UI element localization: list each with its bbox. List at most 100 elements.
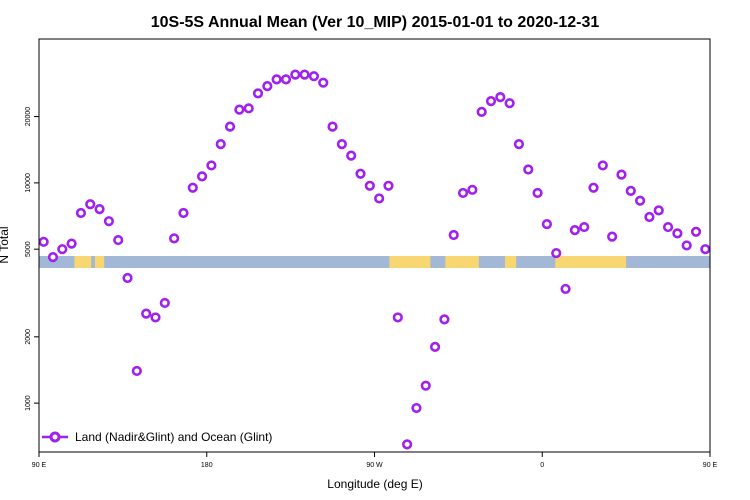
data-point [383,180,394,191]
data-point [467,184,478,195]
data-point [131,365,142,377]
data-point [607,231,618,242]
data-point [327,121,338,132]
data-point [57,244,68,255]
data-point [346,150,357,161]
data-point [318,77,329,88]
legend-label: Land (Nadir&Glint) and Ocean (Glint) [75,430,272,444]
x-tick-label: 90 E [703,462,718,469]
data-point [448,229,459,241]
data-point [75,207,87,219]
data-point [541,218,553,230]
data-point [355,168,366,179]
data-point [662,221,674,233]
data-point [299,69,310,80]
data-point [729,247,737,255]
data-point [271,74,282,85]
data-point [644,211,655,223]
chart-title: 10S-5S Annual Mean (Ver 10_MIP) 2015-01-… [151,14,600,31]
x-tick-label: 180 [201,462,213,469]
x-tick-label: 90 E [32,462,47,469]
data-point [290,69,301,80]
data-point [588,182,599,193]
data-point [720,255,728,263]
land-segment [504,256,517,268]
data-point [141,308,152,319]
x-tick-label: 90 W [366,462,383,469]
y-tick-label: 1000 [25,395,32,411]
data-point [439,314,450,325]
y-tick-label: 10000 [25,173,32,193]
plot-frame [38,38,711,453]
data-point [739,242,747,250]
data-point [579,221,590,233]
y-axis-label: N Total [0,226,11,263]
data-point [150,312,161,323]
data-point [122,272,133,284]
data-point [569,225,580,236]
data-point [336,138,347,150]
land-segment [94,256,105,268]
data-point [513,138,525,150]
x-axis-ticks: 90 E 180 90 W 0 90 E [32,452,718,469]
data-point [364,180,375,191]
data-point [690,226,702,237]
data-point [635,195,646,206]
data-point [495,92,506,103]
data-point [308,71,320,82]
data-point [374,193,385,204]
data-point [159,297,170,309]
data-point [653,205,664,216]
land-segment [719,256,750,268]
data-point [402,439,413,450]
data-point [420,380,431,391]
data-point [94,204,105,215]
data-point [280,74,292,85]
data-point [47,252,59,263]
y-axis-ticks: 1000 2000 5000 10000 20000 [25,107,39,411]
data-point [169,233,180,244]
data-point [551,247,562,259]
ocean-band [39,256,710,268]
data-point [196,171,208,182]
data-point [532,187,543,199]
data-point [709,241,710,246]
data-point [113,234,124,246]
legend-marker [49,431,61,443]
data-point [224,121,236,132]
data-point [215,138,226,150]
data-point [234,104,245,115]
y-tick-label: 20000 [25,107,32,127]
data-point [485,96,497,107]
data-point [178,207,189,219]
data-point [700,244,710,255]
data-point [85,199,96,210]
data-point [39,236,49,247]
data-point [625,185,636,196]
data-point [560,283,571,295]
land-ocean-band [39,256,750,268]
land-segment [389,256,431,268]
land-segment [555,256,627,268]
data-point [103,216,114,227]
data-point [392,312,403,323]
data-point [672,228,683,239]
land-segment [445,256,479,268]
data-point [597,160,608,171]
data-point [187,182,198,193]
y-tick-label: 5000 [25,241,32,257]
data-point [429,341,441,353]
data-point [411,402,422,414]
land-segment [74,256,92,268]
data-point [206,160,217,171]
data-point [262,81,273,92]
data-point [523,164,534,175]
data-point [457,187,469,199]
data-point [616,169,627,180]
x-axis-label: Longitude (deg E) [327,477,422,491]
data-point [476,106,487,118]
data-points [39,69,747,450]
data-point [681,240,692,251]
